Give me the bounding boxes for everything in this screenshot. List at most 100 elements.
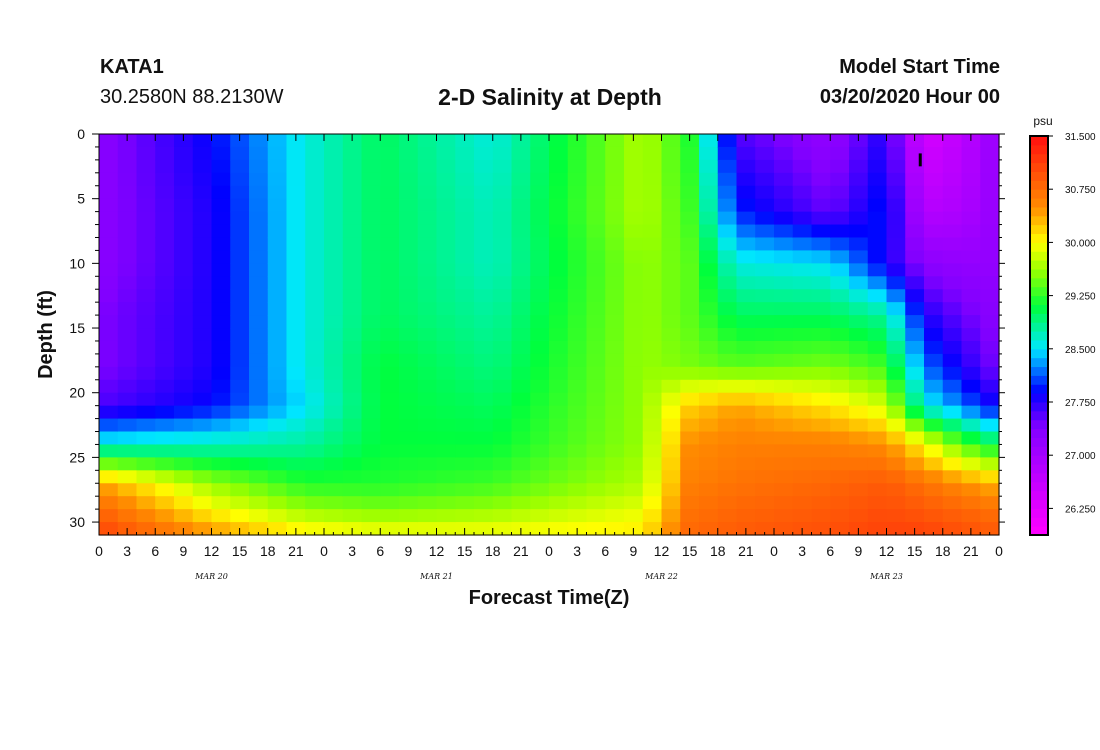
- heatmap-cell: [830, 198, 850, 213]
- heatmap-cell: [249, 198, 269, 213]
- heatmap-cell: [99, 146, 119, 161]
- heatmap-cell: [211, 470, 231, 484]
- station-id: KATA1: [100, 56, 164, 78]
- heatmap-cell: [436, 172, 456, 187]
- heatmap-cell: [867, 522, 888, 536]
- heatmap-cell: [136, 328, 156, 342]
- heatmap-cell: [211, 379, 231, 394]
- heatmap-cell: [474, 340, 494, 355]
- heatmap-cell: [136, 224, 156, 239]
- heatmap-cell: [980, 134, 1000, 148]
- heatmap-cell: [699, 250, 719, 264]
- heatmap-cell: [286, 289, 306, 303]
- heatmap-cell: [380, 315, 400, 329]
- heatmap-cell: [942, 379, 963, 394]
- colorbar-swatch: [1030, 348, 1048, 359]
- heatmap-cell: [530, 431, 550, 446]
- heatmap-cell: [511, 198, 531, 213]
- heatmap-cell: [980, 172, 1000, 187]
- heatmap-cell: [136, 457, 156, 471]
- heatmap-cell: [774, 509, 794, 523]
- heatmap-cell: [980, 366, 1000, 381]
- heatmap-cell: [342, 340, 363, 355]
- heatmap-cell: [361, 289, 381, 303]
- heatmap-cell: [755, 172, 775, 187]
- heatmap-cell: [155, 172, 175, 187]
- heatmap-cell: [492, 289, 513, 303]
- heatmap-cell: [324, 405, 344, 420]
- heatmap-cell: [811, 172, 831, 187]
- heatmap-cell: [492, 315, 513, 329]
- heatmap-cell: [624, 172, 644, 187]
- heatmap-cell: [980, 250, 1000, 264]
- heatmap-cell: [399, 185, 419, 200]
- colorbar-swatch: [1030, 171, 1048, 181]
- heatmap-cell: [624, 185, 644, 200]
- heatmap-cell: [324, 470, 344, 484]
- heatmap-cell: [117, 405, 138, 420]
- heatmap-cell: [980, 289, 1000, 303]
- heatmap-cell: [530, 250, 550, 264]
- heatmap-cell: [380, 496, 400, 510]
- heatmap-cell: [642, 470, 663, 484]
- heatmap-cell: [399, 366, 419, 381]
- x-tick-label: 12: [879, 543, 895, 559]
- heatmap-cell: [99, 392, 119, 407]
- heatmap-cell: [192, 483, 213, 497]
- heatmap-cell: [230, 250, 250, 264]
- x-tick-label: 12: [429, 543, 445, 559]
- heatmap-cell: [417, 457, 438, 471]
- heatmap-cell: [980, 185, 1000, 200]
- heatmap-cell: [324, 211, 344, 226]
- heatmap-cell: [267, 146, 288, 161]
- heatmap-cell: [586, 340, 606, 355]
- heatmap-cell: [155, 496, 175, 510]
- heatmap-cell: [155, 134, 175, 148]
- heatmap-cell: [736, 444, 756, 458]
- heatmap-cell: [792, 444, 813, 458]
- heatmap-cell: [286, 509, 306, 523]
- heatmap-cell: [436, 353, 456, 368]
- heatmap-cell: [680, 353, 700, 368]
- heatmap-cell: [867, 302, 888, 316]
- heatmap-cell: [267, 444, 288, 458]
- x-day-label: MAR 20: [194, 572, 228, 581]
- heatmap-cell: [155, 509, 175, 523]
- heatmap-cell: [867, 366, 888, 381]
- heatmap-cell: [567, 224, 588, 239]
- heatmap-cell: [717, 198, 738, 213]
- heatmap-cell: [605, 483, 625, 497]
- heatmap-cell: [99, 263, 119, 277]
- colorbar-swatch: [1030, 286, 1048, 297]
- heatmap-cell: [905, 431, 925, 446]
- heatmap-cell: [624, 146, 644, 161]
- heatmap-cell: [549, 457, 569, 471]
- heatmap-cell: [774, 496, 794, 510]
- heatmap-cell: [361, 172, 381, 187]
- heatmap-cell: [567, 276, 588, 290]
- heatmap-cell: [492, 276, 513, 290]
- heatmap-cell: [380, 159, 400, 174]
- heatmap-cell: [549, 392, 569, 407]
- heatmap-cell: [136, 366, 156, 381]
- heatmap-cell: [305, 185, 325, 200]
- chart-title: 2-D Salinity at Depth: [438, 84, 662, 110]
- heatmap-cell: [642, 366, 663, 381]
- heatmap-cell: [549, 185, 569, 200]
- heatmap-cell: [849, 483, 869, 497]
- heatmap-cell: [324, 457, 344, 471]
- x-tick-label: 15: [457, 543, 473, 559]
- heatmap-cell: [155, 198, 175, 213]
- heatmap-cell: [867, 457, 888, 471]
- heatmap-cell: [774, 444, 794, 458]
- heatmap-cell: [980, 418, 1000, 433]
- heatmap-cell: [342, 276, 363, 290]
- heatmap-cell: [530, 509, 550, 523]
- heatmap-cell: [267, 172, 288, 187]
- heatmap-cell: [642, 237, 663, 252]
- heatmap-cell: [661, 146, 681, 161]
- heatmap-cell: [399, 263, 419, 277]
- heatmap-cell: [755, 237, 775, 252]
- heatmap-cell: [474, 392, 494, 407]
- heatmap-cell: [549, 289, 569, 303]
